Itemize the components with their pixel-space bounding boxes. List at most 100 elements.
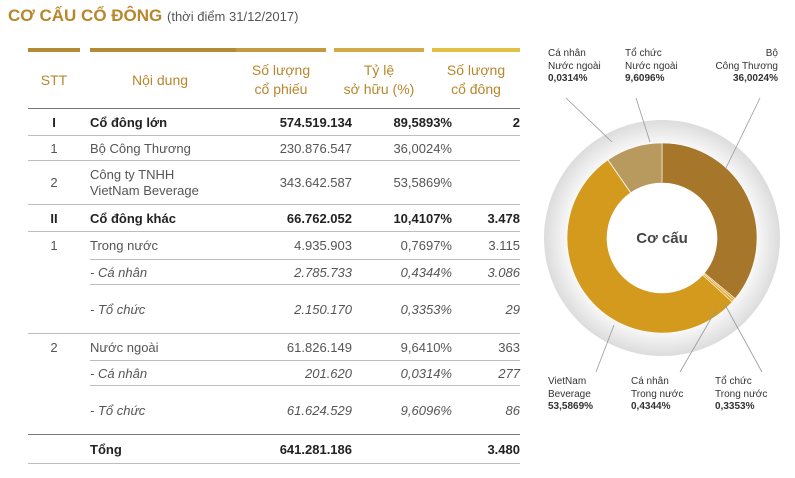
row-holders: 3.478 [487,210,520,226]
title-text: CƠ CẤU CỔ ĐÔNG [8,6,163,25]
donut-slices [566,142,758,334]
header-shares-line2: cổ phiếu [254,81,308,97]
row-pct: 9,6096% [400,402,452,418]
table-row: - Tổ chức 2.150.170 0,3353% 29 [28,285,520,333]
table-row: 1 Trong nước 4.935.903 0,7697% 3.115 [28,232,520,259]
row-holders: 2 [512,115,520,130]
leader-line-bct [725,97,761,169]
row-pct: 36,0024% [393,140,452,156]
label-line: Cá nhân [631,376,669,387]
table-row: 1 Bộ Công Thương 230.876.547 36,0024% [28,136,520,160]
table-row: - Cá nhân 201.620 0,0314% 277 [28,361,520,385]
header-divider [28,108,520,109]
row-holders: 3.115 [488,238,520,253]
row-holders: 363 [498,339,520,355]
row-stt: 1 [50,140,58,156]
page-title: CƠ CẤU CỔ ĐÔNG (thời điểm 31/12/2017) [8,6,298,26]
table-row: - Tổ chức 61.624.529 9,6096% 86 [28,386,520,434]
row-stt [28,361,80,385]
label-line: Tổ chức [625,48,662,59]
table-row: I Cổ đông lớn 574.519.134 89,5893% 2 [28,110,520,135]
header-bar-shares [236,48,326,52]
header-holders-line1: Số lượng [446,62,506,78]
row-stt [28,285,80,333]
label-ca-nhan-nuoc-ngoai: Cá nhân Nước ngoài 0,0314% [548,48,601,86]
row-stt [28,260,80,284]
header-bar-noidung [90,48,326,52]
row-divider [90,284,520,285]
label-line: Tổ chức [715,376,752,387]
row-pct: 9,6410% [400,339,452,355]
donut-center-label: Cơ cấu [636,230,688,247]
row-content: Bộ Công Thương [90,140,191,156]
header-stt: STT [40,71,68,88]
label-line: VietNam [548,376,587,387]
donut-slice-tổ-chức-trong-nước [703,272,736,301]
donut-slice-vietnam-beverage [566,159,733,334]
header-pct-line1: Tỷ lệ [363,62,395,78]
row-stt: 2 [50,339,58,355]
subtitle-text: (thời điểm 31/12/2017) [167,9,299,24]
donut-slice-tổ-chức-nước-ngoài [607,142,663,194]
label-bo-cong-thuong: Bộ Công Thương 36,0024% [700,48,778,86]
table-row: II Cổ đông khác 66.762.052 10,4107% 3.47… [28,205,520,231]
row-shares: 2.150.170 [294,301,352,317]
row-shares: 343.642.587 [279,175,352,190]
label-line: Trong nước [715,388,768,400]
row-divider [90,259,520,260]
row-holders: 3.086 [487,264,520,280]
row-shares: 61.826.149 [286,339,352,355]
label-value: 0,4344% [631,401,671,412]
row-pct: 10,4107% [393,210,452,226]
row-holders: 277 [498,365,520,381]
label-value: 0,3353% [715,401,755,412]
label-ca-nhan-trong-nuoc: Cá nhân Trong nước 0,4344% [631,376,683,414]
label-line: Nước ngoài [625,60,678,72]
header-pct: Tỷ lệ sở hữu (%) [334,58,424,102]
row-pct: 0,0314% [400,365,452,381]
label-line: Bộ [765,48,778,59]
row-content: - Tổ chức [90,301,146,317]
row-content: Cổ đông lớn [90,115,168,130]
row-content: Trong nước [90,238,159,253]
header-holders: Số lượng cổ đông [432,58,520,102]
header-noidung: Nội dung [131,71,189,88]
row-content: - Tổ chức [90,402,146,418]
donut-slice-cá-nhân-trong-nước [702,273,735,303]
total-label: Tổng [90,441,122,457]
row-divider [28,204,520,205]
row-stt: 2 [50,175,58,190]
label-line: Beverage [548,388,591,400]
row-holders [434,161,520,204]
row-divider [28,160,520,161]
row-shares: 574.519.134 [279,115,352,130]
row-divider [28,135,520,136]
table-row: - Cá nhân 2.785.733 0,4344% 3.086 [28,260,520,284]
row-content: Cổ đông khác [90,210,176,226]
row-shares: 66.762.052 [286,210,352,226]
row-shares: 230.876.547 [279,140,352,156]
label-line: Cá nhân [548,48,586,59]
leader-line-cn-nn [565,97,613,143]
leader-line-vnb [595,324,615,373]
header-holders-line2: cổ đông [451,81,501,97]
row-shares: 4.935.903 [294,238,352,253]
label-value: 36,0024% [732,73,778,84]
row-shares: 201.620 [305,365,352,381]
row-pct: 0,3353% [400,301,452,317]
row-content-line2: VietNam Beverage [90,182,199,198]
table-row: 2 Nước ngoài 61.826.149 9,6410% 363 [28,334,520,360]
row-divider [28,231,520,232]
row-divider [90,360,520,361]
label-line: Nước ngoài [548,60,601,72]
header-bar-pct [334,48,424,52]
donut-hole [607,183,717,293]
header-shares: Số lượng cổ phiếu [236,58,326,102]
label-to-chuc-nuoc-ngoai: Tổ chức Nước ngoài 9,6096% [625,48,678,86]
row-holders [434,136,520,160]
table-row: 2 Công ty TNHH VietNam Beverage 343.642.… [28,161,520,204]
row-pct: 89,5893% [393,115,452,130]
leader-lines [565,97,763,373]
row-content: - Cá nhân [90,365,148,381]
row-shares: 2.785.733 [294,264,352,280]
